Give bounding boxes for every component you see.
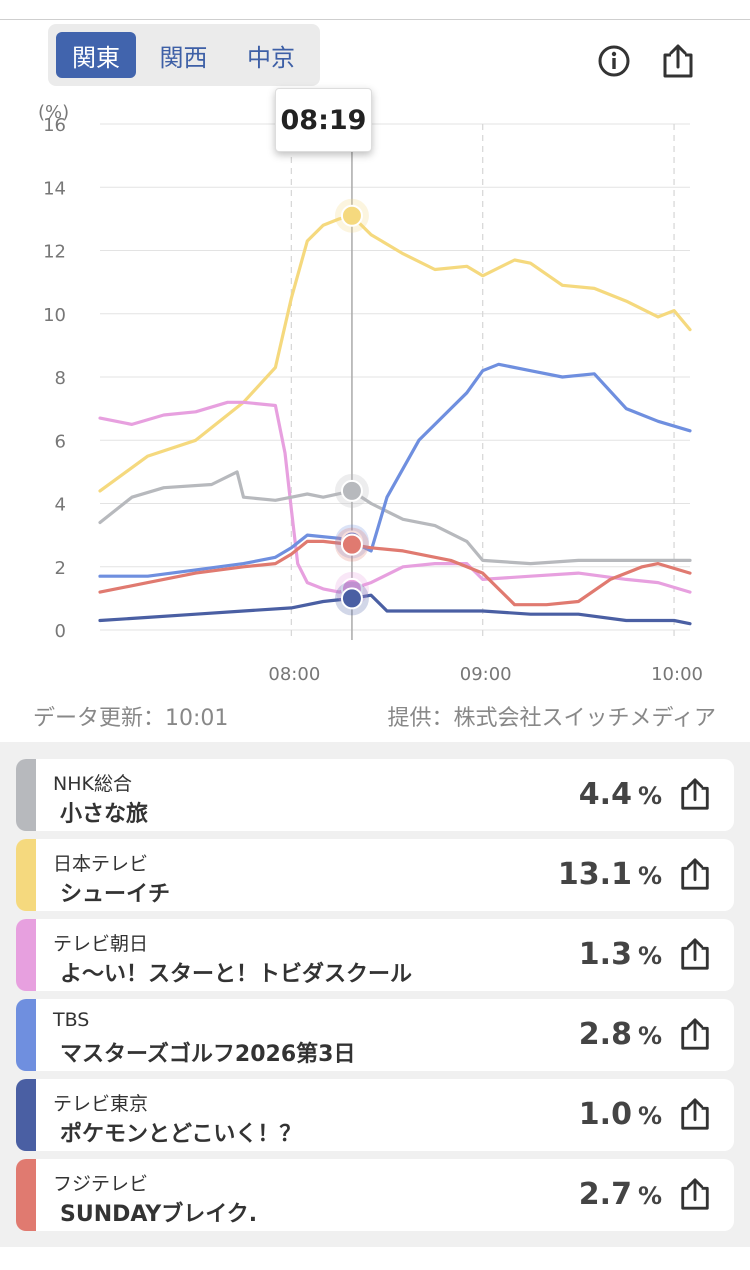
station-name: 日本テレビ — [53, 853, 149, 875]
series-line — [98, 362, 692, 578]
share-icon — [681, 1018, 709, 1050]
ratings-chart[interactable]: 0 2 4 6 8 10 12 14 16 (%) 08:00 09:00 10:00 — [0, 90, 750, 700]
y-tick-label: 0 — [55, 621, 66, 642]
station-color-swatch — [16, 999, 36, 1071]
share-icon — [681, 1178, 709, 1210]
x-tick-label: 10:00 — [651, 664, 703, 685]
station-name: TBS — [53, 1009, 90, 1031]
program-title: マスターズゴルフ2026第3日 — [60, 1042, 356, 1067]
share-program-button[interactable] — [678, 1175, 712, 1213]
update-time: データ更新：10:01 — [33, 706, 229, 731]
program-title: よ～い！スターと！トビダスクール — [60, 962, 413, 987]
series-line — [98, 539, 692, 607]
x-tick-label: 09:00 — [460, 664, 512, 685]
rating-value: 4.4% — [578, 777, 662, 812]
ranking-card[interactable]: NHK総合小さな旅 4.4% — [16, 759, 734, 831]
ranking-card[interactable]: 日本テレビシューイチ 13.1% — [16, 839, 734, 911]
station-name: テレビ東京 — [53, 1093, 149, 1115]
share-program-button[interactable] — [678, 1095, 712, 1133]
cursor-marker — [340, 479, 363, 502]
program-title: 小さな旅 — [60, 802, 149, 827]
top-divider — [0, 19, 750, 20]
tab-kanto[interactable]: 関東 — [56, 32, 136, 78]
rating-value: 2.8% — [578, 1017, 662, 1052]
share-icon — [681, 1098, 709, 1130]
station-name: フジテレビ — [53, 1173, 149, 1195]
rating-unit: % — [637, 862, 662, 890]
station-color-swatch — [16, 1159, 36, 1231]
share-program-button[interactable] — [678, 1015, 712, 1053]
y-tick-label: 10 — [43, 305, 66, 326]
y-tick-label: 16 — [43, 115, 66, 136]
time-tooltip: 08:19 — [275, 88, 372, 152]
y-tick-label: 12 — [43, 242, 66, 263]
rating-value: 1.3% — [578, 937, 662, 972]
station-name: テレビ朝日 — [53, 933, 149, 955]
y-tick-label: 14 — [43, 178, 66, 199]
series-line — [98, 214, 692, 493]
cursor-marker — [340, 204, 363, 227]
share-icon — [681, 778, 709, 810]
share-button[interactable] — [658, 41, 698, 81]
rating-unit: % — [637, 1022, 662, 1050]
y-axis-label: (%) — [38, 102, 69, 123]
program-title: SUNDAYブレイク. — [60, 1202, 258, 1227]
rating-unit: % — [637, 942, 662, 970]
series-line — [98, 400, 692, 594]
rating-value: 13.1% — [557, 857, 662, 892]
share-icon — [681, 938, 709, 970]
y-tick-label: 4 — [55, 495, 66, 516]
ranking-card[interactable]: TBS マスターズゴルフ2026第3日 2.8% — [16, 999, 734, 1071]
rating-unit: % — [637, 782, 662, 810]
region-tabs: 関東 関西 中京 — [48, 24, 320, 86]
share-program-button[interactable] — [678, 855, 712, 893]
x-tick-label: 08:00 — [268, 664, 320, 685]
station-color-swatch — [16, 839, 36, 911]
station-color-swatch — [16, 919, 36, 991]
y-tick-label: 6 — [55, 431, 66, 452]
ranking-card[interactable]: テレビ朝日よ～い！スターと！トビダスクール 1.3% — [16, 919, 734, 991]
cursor-marker — [340, 533, 363, 556]
rating-unit: % — [637, 1102, 662, 1130]
rating-unit: % — [637, 1182, 662, 1210]
provider-credit: 提供：株式会社スイッチメディア — [387, 706, 716, 731]
station-name: NHK総合 — [53, 773, 132, 795]
program-title: シューイチ — [60, 882, 171, 907]
share-program-button[interactable] — [678, 775, 712, 813]
cursor-marker — [340, 587, 363, 610]
y-tick-label: 2 — [55, 558, 66, 579]
y-tick-label: 8 — [55, 368, 66, 389]
program-title: ポケモンとどこいく！？ — [60, 1122, 302, 1147]
station-color-swatch — [16, 1079, 36, 1151]
ranking-card[interactable]: テレビ東京ポケモンとどこいく！？ 1.0% — [16, 1079, 734, 1151]
share-program-button[interactable] — [678, 935, 712, 973]
rating-value: 2.7% — [578, 1177, 662, 1212]
rating-value: 1.0% — [578, 1097, 662, 1132]
tab-kansai[interactable]: 関西 — [159, 43, 208, 72]
info-icon — [598, 45, 630, 77]
series-line — [98, 470, 692, 566]
ranking-card[interactable]: フジテレビ SUNDAYブレイク. 2.7% — [16, 1159, 734, 1231]
station-color-swatch — [16, 759, 36, 831]
tab-chukyo[interactable]: 中京 — [247, 43, 295, 72]
share-icon — [663, 44, 693, 78]
series-line — [98, 593, 692, 626]
share-icon — [681, 858, 709, 890]
info-button[interactable] — [594, 41, 634, 81]
